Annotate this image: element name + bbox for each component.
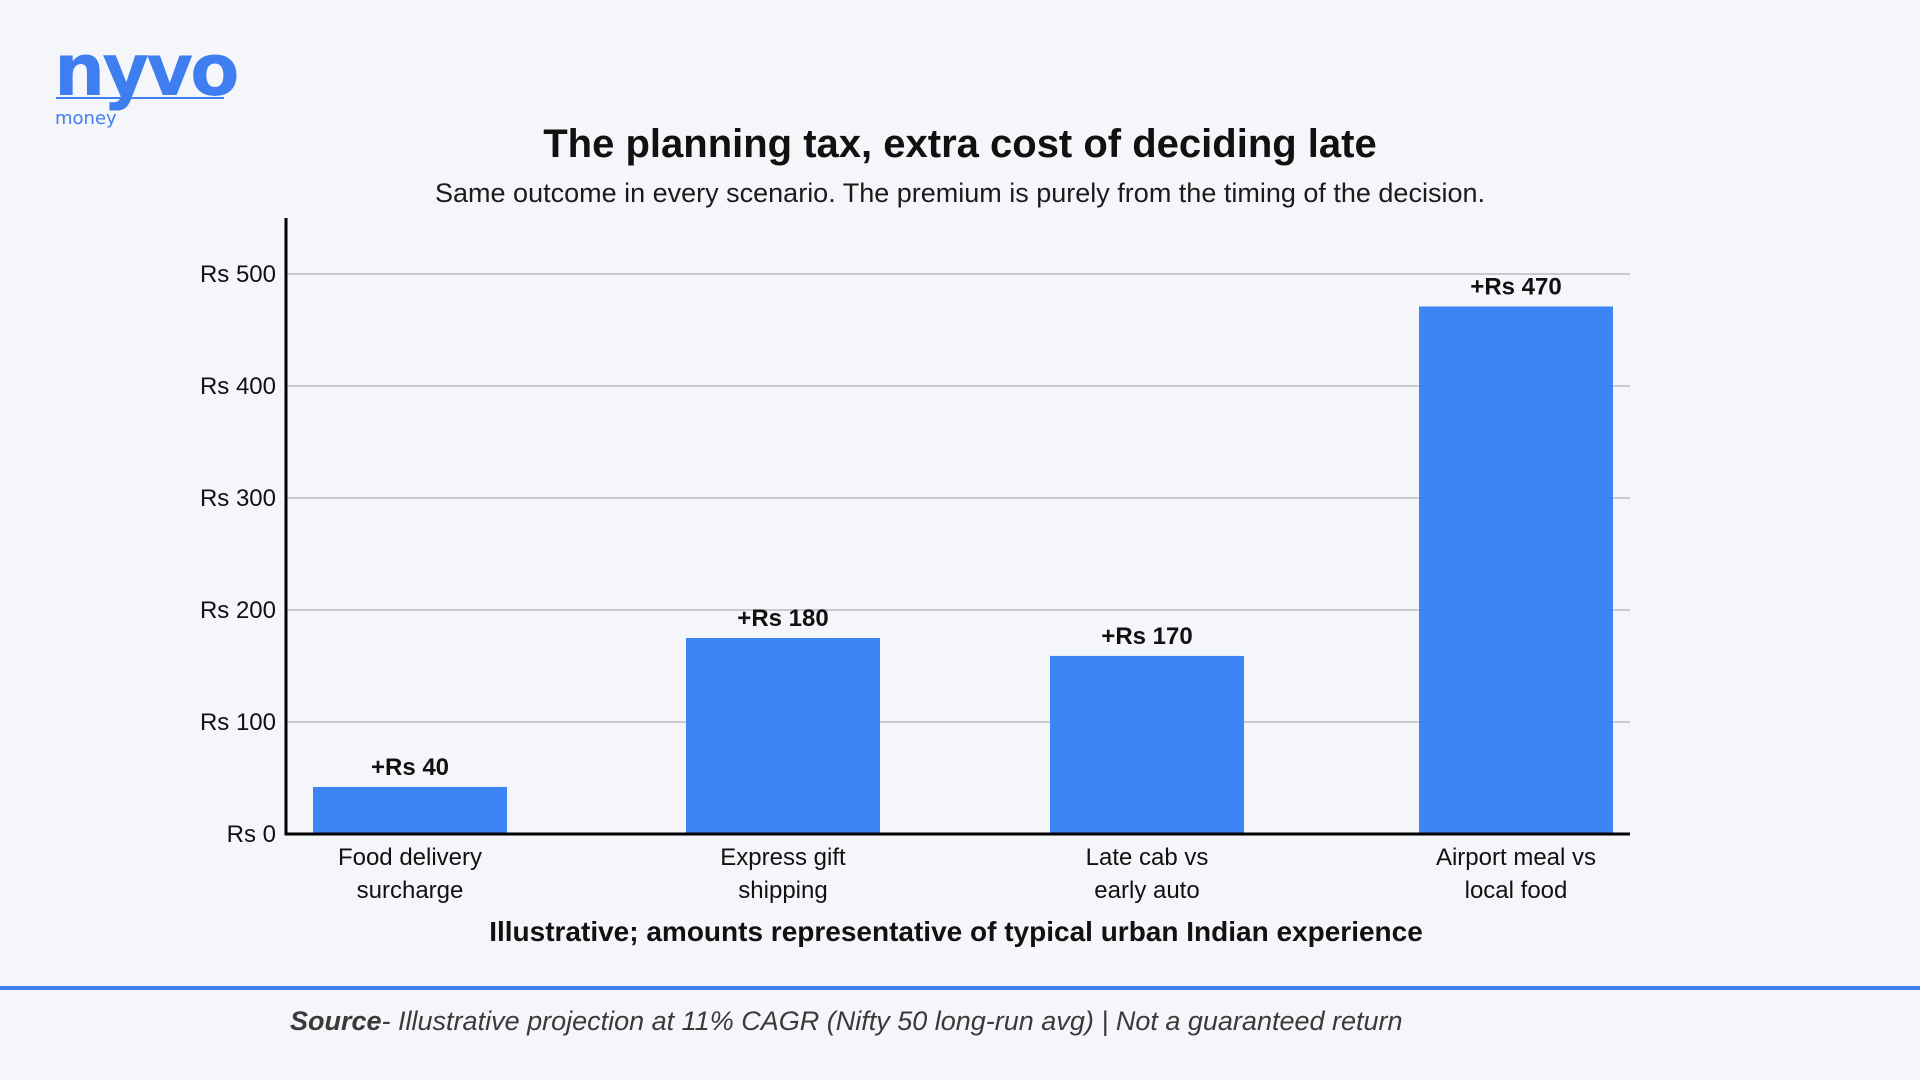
chart-note: Illustrative; amounts representative of … (489, 916, 1423, 947)
chart-title: The planning tax, extra cost of deciding… (543, 122, 1377, 166)
y-tick-label: Rs 400 (200, 373, 276, 400)
y-tick-label: Rs 300 (200, 485, 276, 512)
bar (313, 786, 507, 834)
footer-divider (0, 986, 1920, 990)
x-tick-label: Express gift (720, 844, 846, 871)
brand-underline (56, 97, 224, 99)
data-label: +Rs 40 (371, 754, 449, 781)
data-label: +Rs 170 (1101, 623, 1192, 650)
y-tick-label: Rs 100 (200, 709, 276, 736)
brand-wordmark: nyvo (54, 28, 240, 112)
data-label: +Rs 180 (737, 605, 828, 632)
bar (686, 638, 880, 834)
bar (1050, 655, 1244, 834)
y-tick-label: Rs 0 (227, 821, 276, 848)
x-tick-label: early auto (1094, 877, 1199, 904)
x-tick-label: Food delivery (338, 844, 482, 871)
x-tick-label: shipping (738, 877, 827, 904)
chart-subtitle: Same outcome in every scenario. The prem… (435, 178, 1485, 208)
data-label: +Rs 470 (1470, 273, 1561, 300)
x-tick-label: Airport meal vs (1436, 844, 1596, 871)
brand-tagline: money (55, 108, 117, 129)
source-text: - Illustrative projection at 11% CAGR (N… (381, 1006, 1403, 1036)
x-tick-label: surcharge (357, 877, 464, 904)
source-label: Source (290, 1006, 382, 1036)
y-tick-label: Rs 500 (200, 261, 276, 288)
y-tick-label: Rs 200 (200, 597, 276, 624)
source-line: Source- Illustrative projection at 11% C… (290, 1006, 1403, 1037)
brand-logo: nyvo money (54, 28, 240, 129)
x-tick-label: local food (1465, 877, 1568, 904)
x-tick-label: Late cab vs (1086, 844, 1209, 871)
bar (1419, 306, 1613, 835)
